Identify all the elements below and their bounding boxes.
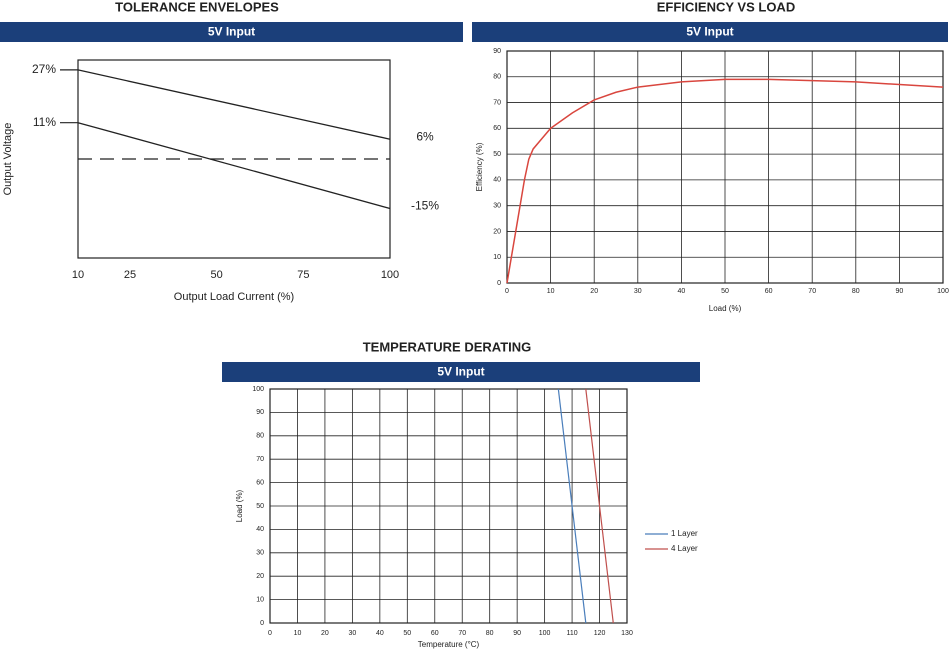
series-line bbox=[77, 122, 391, 210]
y-tick-label: 90 bbox=[256, 409, 264, 416]
y-tick-label: 0 bbox=[497, 280, 501, 287]
y-tick-label: 40 bbox=[256, 526, 264, 533]
y-tick-label: 70 bbox=[256, 456, 264, 463]
y-tick-label: 80 bbox=[493, 74, 501, 81]
x-tick-label: 30 bbox=[634, 288, 642, 295]
x-tick-label: 30 bbox=[348, 630, 356, 637]
chart-subtitle: 5V Input bbox=[686, 25, 733, 39]
x-tick-label: 50 bbox=[403, 630, 411, 637]
x-tick-label: 20 bbox=[321, 630, 329, 637]
chart-title: TEMPERATURE DERATING bbox=[363, 339, 532, 354]
x-axis-label: Output Load Current (%) bbox=[174, 291, 294, 303]
x-tick-label: 10 bbox=[72, 269, 84, 281]
x-tick-label: 100 bbox=[937, 288, 949, 295]
x-tick-label: 10 bbox=[294, 630, 302, 637]
y-tick-label: 0 bbox=[260, 620, 264, 627]
x-tick-label: 40 bbox=[678, 288, 686, 295]
y-tick-label: 30 bbox=[493, 203, 501, 210]
x-tick-label: 70 bbox=[458, 630, 466, 637]
series-line bbox=[77, 69, 391, 140]
x-tick-label: 90 bbox=[896, 288, 904, 295]
x-tick-label: 60 bbox=[765, 288, 773, 295]
x-tick-label: 50 bbox=[721, 288, 729, 295]
x-tick-label: 40 bbox=[376, 630, 384, 637]
value-label: 6% bbox=[416, 129, 434, 143]
x-tick-label: 130 bbox=[621, 630, 633, 637]
x-tick-label: 20 bbox=[590, 288, 598, 295]
y-tick-label: 70 bbox=[493, 99, 501, 106]
y-axis-label: Efficiency (%) bbox=[475, 142, 484, 191]
y-tick-label: 20 bbox=[256, 573, 264, 580]
x-tick-label: 90 bbox=[513, 630, 521, 637]
value-label: 27% bbox=[32, 62, 56, 76]
banner bbox=[472, 22, 948, 42]
y-tick-label: 80 bbox=[256, 433, 264, 440]
y-tick-label: 20 bbox=[493, 228, 501, 235]
x-tick-label: 110 bbox=[566, 630, 577, 637]
x-tick-label: 60 bbox=[431, 630, 439, 637]
legend-label: 4 Layer bbox=[671, 544, 698, 553]
y-tick-label: 90 bbox=[493, 48, 501, 55]
y-axis-label: Load (%) bbox=[235, 489, 244, 522]
y-tick-label: 50 bbox=[493, 151, 501, 158]
x-axis-label: Load (%) bbox=[709, 304, 742, 313]
y-tick-label: 60 bbox=[256, 479, 264, 486]
y-tick-label: 10 bbox=[256, 596, 264, 603]
x-tick-label: 70 bbox=[808, 288, 816, 295]
chart-title: EFFICIENCY VS LOAD bbox=[657, 0, 795, 14]
x-tick-label: 80 bbox=[852, 288, 860, 295]
x-axis-label: Temperature (°C) bbox=[418, 640, 480, 649]
x-tick-label: 50 bbox=[211, 269, 223, 281]
y-tick-label: 60 bbox=[493, 125, 501, 132]
series-line bbox=[506, 78, 944, 284]
x-tick-label: 120 bbox=[594, 630, 606, 637]
y-tick-label: 10 bbox=[493, 254, 501, 261]
x-tick-label: 75 bbox=[297, 269, 309, 281]
y-tick-label: 30 bbox=[256, 550, 264, 557]
banner bbox=[0, 22, 463, 42]
banner bbox=[222, 362, 700, 382]
y-tick-label: 50 bbox=[256, 503, 264, 510]
series-line bbox=[557, 388, 587, 624]
x-tick-label: 80 bbox=[486, 630, 494, 637]
y-tick-label: 100 bbox=[252, 386, 264, 393]
x-tick-label: 100 bbox=[381, 269, 399, 281]
y-tick-label: 40 bbox=[493, 177, 501, 184]
x-tick-label: 10 bbox=[547, 288, 555, 295]
y-axis-label: Output Voltage bbox=[2, 123, 14, 196]
x-tick-label: 25 bbox=[124, 269, 136, 281]
value-label: 11% bbox=[33, 115, 56, 129]
value-label: -15% bbox=[411, 199, 439, 213]
x-tick-label: 0 bbox=[268, 630, 272, 637]
chart-title: TOLERANCE ENVELOPES bbox=[115, 0, 279, 14]
legend-label: 1 Layer bbox=[671, 529, 698, 538]
chart-subtitle: 5V Input bbox=[208, 25, 255, 39]
x-tick-label: 0 bbox=[505, 288, 509, 295]
chart-subtitle: 5V Input bbox=[437, 365, 484, 379]
x-tick-label: 100 bbox=[539, 630, 551, 637]
series-line bbox=[585, 388, 614, 624]
